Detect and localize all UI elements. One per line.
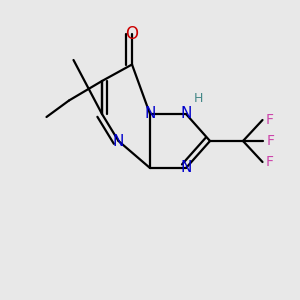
Text: H: H — [193, 92, 203, 106]
Text: F: F — [266, 155, 274, 169]
Text: N: N — [113, 134, 124, 148]
Text: O: O — [125, 25, 139, 43]
Text: N: N — [180, 160, 192, 175]
Text: N: N — [144, 106, 156, 122]
Text: F: F — [267, 134, 275, 148]
Text: F: F — [266, 113, 274, 127]
Text: N: N — [180, 106, 192, 122]
